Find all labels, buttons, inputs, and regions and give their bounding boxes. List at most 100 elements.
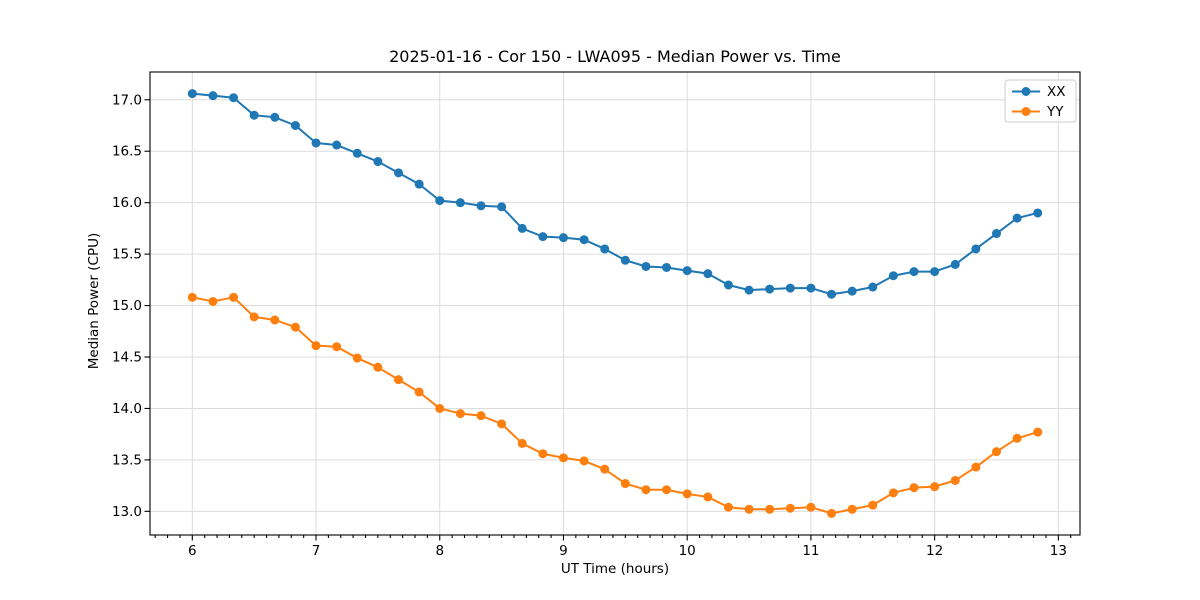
- x-tick-label: 11: [802, 543, 819, 559]
- data-point: [950, 259, 960, 269]
- legend: XX YY: [1004, 79, 1077, 123]
- data-point: [1033, 208, 1043, 218]
- data-point: [1012, 433, 1022, 443]
- y-tick-label: 13.5: [112, 452, 142, 468]
- data-point: [394, 168, 404, 178]
- legend-label: YY: [1046, 104, 1064, 120]
- data-point: [579, 456, 589, 466]
- y-tick-label: 16.5: [112, 144, 142, 160]
- data-point: [868, 500, 878, 510]
- data-point: [620, 255, 630, 265]
- data-point: [497, 202, 507, 212]
- data-point: [765, 284, 775, 294]
- x-tick-label: 6: [188, 543, 197, 559]
- x-tick-label: 9: [559, 543, 568, 559]
- y-tick-label: 15.5: [112, 247, 142, 263]
- series-XX: [187, 89, 1043, 299]
- axis-ticks: [144, 99, 1072, 541]
- data-point: [806, 283, 816, 293]
- data-point: [785, 283, 795, 293]
- data-point: [909, 483, 919, 493]
- data-point: [1012, 213, 1022, 223]
- data-point: [971, 244, 981, 254]
- data-point: [827, 289, 837, 299]
- data-point: [414, 179, 424, 189]
- legend-marker: [1021, 87, 1031, 96]
- data-point: [373, 157, 383, 167]
- data-point: [538, 449, 548, 459]
- data-point: [229, 292, 239, 302]
- x-tick-label: 8: [435, 543, 444, 559]
- x-tick-label: 10: [679, 543, 696, 559]
- legend-marker: [1021, 107, 1031, 116]
- data-point: [414, 387, 424, 397]
- data-point: [455, 409, 465, 419]
- y-tick-label: 16.0: [112, 195, 142, 211]
- data-point: [765, 504, 775, 514]
- data-point: [249, 110, 259, 120]
- data-point: [455, 198, 465, 208]
- data-point: [435, 196, 445, 206]
- data-point: [558, 233, 568, 243]
- data-point: [641, 261, 651, 271]
- data-point: [290, 121, 300, 131]
- data-point: [352, 353, 362, 363]
- data-point: [847, 286, 857, 296]
- data-point: [868, 282, 878, 292]
- data-point: [311, 138, 321, 148]
- x-tick-label: 13: [1050, 543, 1067, 559]
- series-YY: [187, 292, 1043, 518]
- data-point: [682, 266, 692, 276]
- data-point: [187, 89, 197, 99]
- data-point: [476, 201, 486, 211]
- data-point: [600, 244, 610, 254]
- data-point: [723, 280, 733, 290]
- y-tick-label: 14.0: [112, 401, 142, 417]
- data-point: [290, 322, 300, 332]
- data-point: [517, 438, 527, 448]
- data-point: [744, 285, 754, 295]
- gridlines: [150, 72, 1080, 535]
- data-point: [208, 296, 218, 306]
- data-point: [476, 411, 486, 421]
- data-point: [930, 482, 940, 492]
- data-point: [352, 148, 362, 158]
- data-point: [187, 292, 197, 302]
- data-point: [971, 462, 981, 472]
- data-point: [538, 232, 548, 242]
- data-point: [517, 223, 527, 233]
- legend-label: XX: [1047, 84, 1066, 100]
- data-point: [785, 503, 795, 513]
- data-point: [950, 475, 960, 485]
- data-point: [930, 267, 940, 277]
- x-tick-label: 12: [926, 543, 943, 559]
- data-point: [662, 485, 672, 495]
- data-point: [558, 453, 568, 463]
- data-point: [723, 502, 733, 512]
- data-point: [332, 140, 342, 150]
- y-tick-label: 15.0: [112, 298, 142, 314]
- y-tick-label: 14.5: [112, 350, 142, 366]
- axes-spines: [149, 71, 1081, 536]
- y-tick-label: 17.0: [112, 92, 142, 108]
- data-point: [435, 403, 445, 413]
- data-point: [249, 312, 259, 322]
- tick-labels: 6 7 8 9 10 11 12 13 13.0 13.5 14.0 14.5 15.0 15.5 16.0…: [112, 92, 1067, 559]
- data-point: [311, 341, 321, 351]
- data-point: [744, 504, 754, 514]
- data-point: [497, 419, 507, 429]
- data-point: [806, 502, 816, 512]
- data-point: [270, 315, 280, 325]
- data-point: [579, 235, 589, 245]
- data-point: [641, 485, 651, 495]
- data-point: [394, 375, 404, 385]
- data-point: [991, 229, 1001, 239]
- data-point: [332, 342, 342, 352]
- data-point: [682, 489, 692, 499]
- y-tick-label: 13.0: [112, 504, 142, 520]
- data-point: [909, 267, 919, 277]
- data-point: [373, 362, 383, 372]
- data-point: [991, 447, 1001, 457]
